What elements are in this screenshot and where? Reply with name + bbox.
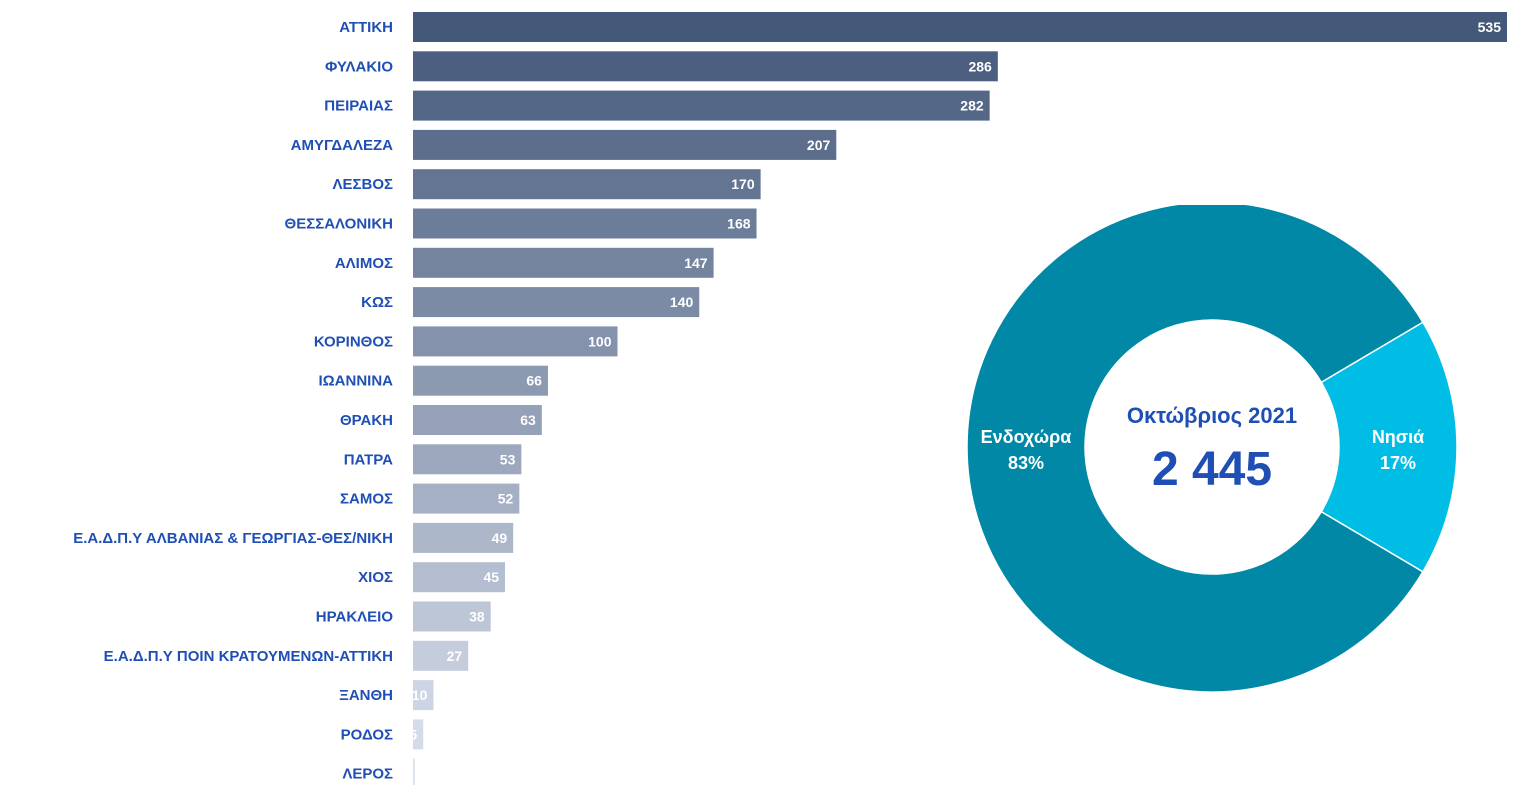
value-label: 49 (492, 530, 508, 546)
value-label: 10 (412, 687, 428, 703)
bar (413, 522, 514, 553)
value-label: 282 (960, 98, 984, 114)
category-label: ΛΕΣΒΟΣ (332, 176, 393, 193)
bar (413, 601, 491, 632)
bar (413, 405, 542, 435)
bar (413, 640, 469, 671)
value-label: 45 (483, 569, 499, 585)
donut-slice (1320, 321, 1458, 573)
bar (413, 129, 837, 160)
value-label: 140 (670, 294, 694, 310)
category-label: ΛΕΡΟΣ (342, 766, 393, 783)
slice-name-label: Νησιά (1372, 427, 1424, 447)
bar (413, 247, 714, 278)
value-label: 535 (1478, 19, 1502, 35)
category-label: ΘΡΑΚΗ (340, 412, 393, 429)
category-label: ΑΤΤΙΚΗ (339, 19, 393, 36)
category-label: Ε.Α.Δ.Π.Υ ΑΛΒΑΝΙΑΣ & ΓΕΩΡΓΙΑΣ-ΘΕΣ/ΝΙΚΗ (73, 530, 393, 547)
bar (413, 483, 520, 514)
category-label: Ε.Α.Δ.Π.Υ ΠΟΙΝ ΚΡΑΤΟΥΜΕΝΩΝ-ΑΤΤΙΚΗ (104, 648, 393, 665)
value-label: 38 (469, 609, 485, 625)
category-label: ΗΡΑΚΛΕΙΟ (316, 609, 394, 626)
bar (413, 719, 424, 750)
bar (413, 169, 761, 200)
slice-percent-label: 17% (1380, 453, 1416, 473)
value-label: 170 (731, 176, 755, 192)
donut-center-value: 2 445 (1152, 443, 1272, 496)
category-label: ΚΩΣ (361, 294, 393, 311)
value-label: 5 (409, 726, 417, 742)
value-label: 207 (807, 137, 831, 153)
donut-slices (966, 205, 1458, 693)
category-label: ΧΙΟΣ (358, 569, 393, 586)
category-label: ΠΕΙΡΑΙΑΣ (324, 98, 393, 115)
donut-labels: Ενδοχώρα 83% Νησιά 17% (981, 427, 1425, 473)
category-label: ΞΑΝΘΗ (339, 687, 393, 704)
bar (413, 758, 416, 785)
bar (413, 51, 998, 82)
bar (413, 326, 618, 357)
bar (413, 365, 548, 396)
category-label: ΦΥΛΑΚΙΟ (325, 58, 393, 75)
category-label: ΣΑΜΟΣ (340, 491, 393, 508)
value-label: 63 (520, 412, 536, 428)
value-label: 100 (588, 333, 612, 349)
donut-slice (966, 205, 1424, 693)
category-label: ΑΜΥΓΔΑΛΕΖΑ (291, 137, 394, 154)
donut-chart: Ενδοχώρα 83% Νησιά 17% Οκτώβριος 2021 2 445 (966, 205, 1458, 693)
donut-center-title: Οκτώβριος 2021 (1127, 403, 1297, 428)
category-label: ΡΟΔΟΣ (341, 726, 393, 743)
slice-percent-label: 83% (1008, 453, 1044, 473)
bar (413, 12, 1507, 42)
bar (413, 90, 990, 121)
value-label: 147 (684, 255, 708, 271)
value-label: 53 (500, 451, 516, 467)
value-label: 52 (498, 491, 514, 507)
category-label: ΚΟΡΙΝΘΟΣ (314, 333, 393, 350)
value-label: 286 (968, 58, 992, 74)
category-label: ΠΑΤΡΑ (344, 451, 393, 468)
value-label: 168 (727, 216, 751, 232)
bar (413, 208, 757, 239)
value-label: 27 (447, 648, 463, 664)
bar (413, 680, 434, 711)
category-label: ΘΕΣΣΑΛΟΝΙΚΗ (285, 216, 393, 233)
category-label: ΙΩΑΝΝΙΝΑ (318, 373, 393, 390)
bar (413, 287, 700, 318)
bar (413, 562, 506, 593)
bar (413, 444, 522, 475)
value-label: 66 (526, 373, 542, 389)
slice-name-label: Ενδοχώρα (981, 427, 1072, 447)
category-label: ΑΛΙΜΟΣ (335, 255, 393, 272)
